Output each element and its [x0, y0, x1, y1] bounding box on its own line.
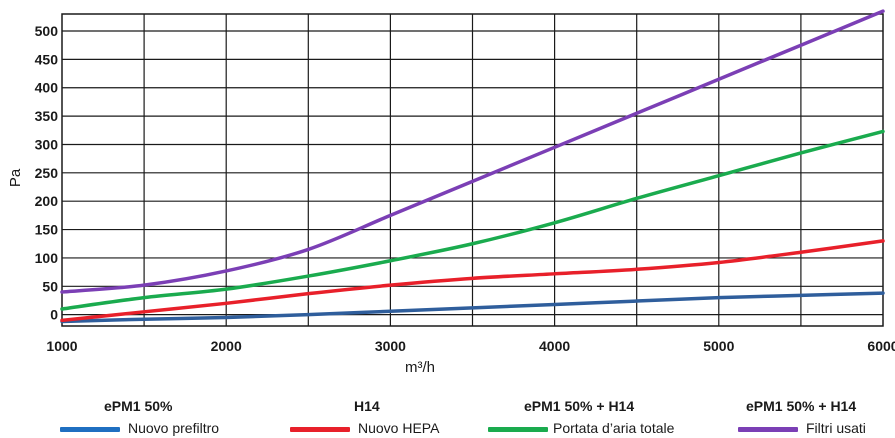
y-tick-label: 200: [35, 193, 59, 209]
legend-label: Portata d’aria totale: [553, 420, 675, 436]
legend-group-title: ePM1 50% + H14: [524, 398, 635, 414]
legend-swatch: [738, 427, 798, 432]
x-tick-label: 1000: [46, 338, 77, 354]
chart: 0 50 100 150 200 250 300 350 400 450 500 1000 2000 30…: [7, 9, 895, 376]
x-tick-label: 4000: [539, 338, 570, 354]
legend-group-title: ePM1 50% + H14: [746, 398, 857, 414]
series-line: [60, 129, 885, 311]
legend: ePM1 50% Nuovo prefiltro H14 Nuovo HEPA …: [0, 398, 895, 438]
x-tick-label: 5000: [703, 338, 734, 354]
legend-label: Nuovo HEPA: [358, 420, 440, 436]
y-tick-label: 400: [35, 80, 59, 96]
legend-group-title: ePM1 50%: [104, 398, 173, 414]
series-line: [60, 239, 885, 323]
y-tick-label: 500: [35, 23, 59, 39]
legend-swatch: [60, 427, 120, 432]
series-line: [60, 9, 885, 294]
legend-label: Filtri usati: [806, 420, 866, 436]
legend-label: Nuovo prefiltro: [128, 420, 220, 436]
y-tick-label: 100: [35, 250, 59, 266]
x-tick-label: 3000: [375, 338, 406, 354]
y-tick-label: 450: [35, 51, 59, 67]
legend-group-title: H14: [354, 398, 380, 414]
y-tick-label: 300: [35, 136, 59, 152]
legend-swatch: [290, 427, 350, 432]
legend-swatch: [488, 427, 548, 432]
y-tick-label: 0: [50, 307, 58, 323]
series-line: [60, 291, 885, 324]
y-axis-label: Pa: [7, 168, 24, 187]
chart-series: [60, 9, 885, 324]
chart-grid: [61, 13, 884, 327]
chart-ticks: 0 50 100 150 200 250 300 350 400 450 500 1000 2000 30…: [35, 23, 895, 354]
y-tick-label: 350: [35, 108, 59, 124]
x-tick-label: 6000: [867, 338, 895, 354]
x-axis-label: m³/h: [405, 359, 435, 376]
y-tick-label: 150: [35, 222, 59, 238]
x-tick-label: 2000: [211, 338, 242, 354]
y-tick-label: 50: [42, 278, 58, 294]
y-tick-label: 250: [35, 165, 59, 181]
